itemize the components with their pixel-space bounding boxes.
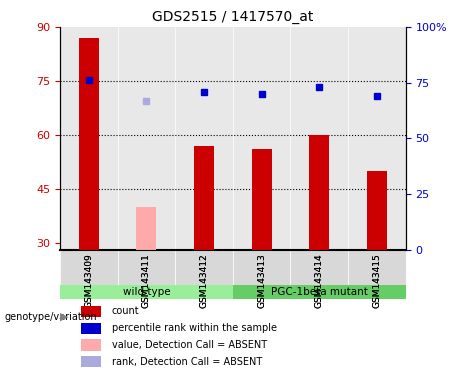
Title: GDS2515 / 1417570_at: GDS2515 / 1417570_at bbox=[152, 10, 313, 25]
Text: genotype/variation: genotype/variation bbox=[5, 312, 97, 322]
Bar bbox=[194, 146, 214, 250]
Text: GSM143409: GSM143409 bbox=[84, 254, 93, 308]
Text: GSM143415: GSM143415 bbox=[372, 254, 381, 308]
Text: value, Detection Call = ABSENT: value, Detection Call = ABSENT bbox=[112, 340, 267, 350]
Text: wild type: wild type bbox=[123, 287, 170, 297]
Text: GSM143411: GSM143411 bbox=[142, 254, 151, 308]
Bar bbox=[118, 250, 175, 299]
Text: rank, Detection Call = ABSENT: rank, Detection Call = ABSENT bbox=[112, 357, 262, 367]
Text: GSM143414: GSM143414 bbox=[315, 254, 324, 308]
Text: ▶: ▶ bbox=[60, 312, 68, 322]
Bar bbox=[81, 306, 101, 317]
Text: PGC-1beta mutant: PGC-1beta mutant bbox=[271, 287, 368, 297]
Text: GSM143412: GSM143412 bbox=[200, 254, 208, 308]
Bar bbox=[290, 250, 348, 299]
Text: GSM143411: GSM143411 bbox=[142, 254, 151, 308]
Text: count: count bbox=[112, 306, 139, 316]
Text: GSM143413: GSM143413 bbox=[257, 254, 266, 308]
Text: GSM143412: GSM143412 bbox=[200, 254, 208, 308]
Text: GSM143415: GSM143415 bbox=[372, 254, 381, 308]
Bar bbox=[367, 171, 387, 250]
Bar bbox=[233, 250, 290, 299]
Text: GSM143409: GSM143409 bbox=[84, 254, 93, 308]
Bar bbox=[348, 250, 406, 299]
Bar bbox=[175, 250, 233, 299]
Bar bbox=[81, 339, 101, 351]
Text: GSM143413: GSM143413 bbox=[257, 254, 266, 308]
Text: GSM143414: GSM143414 bbox=[315, 254, 324, 308]
Bar bbox=[79, 38, 99, 250]
Bar bbox=[309, 135, 329, 250]
Bar bbox=[60, 250, 118, 299]
Text: percentile rank within the sample: percentile rank within the sample bbox=[112, 323, 277, 333]
Bar bbox=[81, 356, 101, 367]
Bar bbox=[136, 207, 156, 250]
Bar bbox=[81, 323, 101, 334]
Bar bbox=[233, 285, 406, 299]
Bar bbox=[252, 149, 272, 250]
Bar bbox=[60, 285, 233, 299]
